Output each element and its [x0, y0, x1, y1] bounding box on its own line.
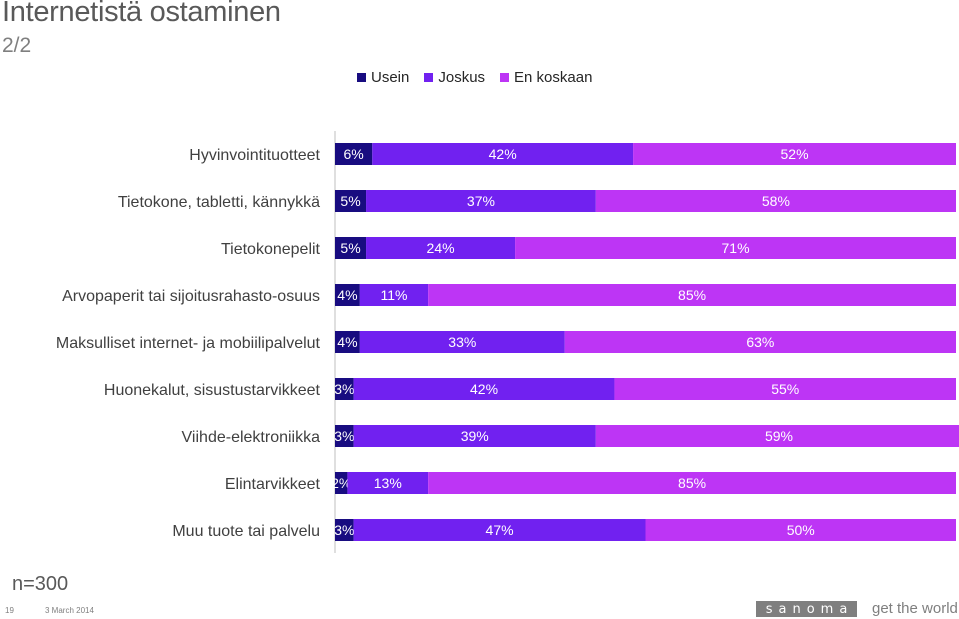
bar-segment-en-koskaan: [633, 143, 956, 165]
data-label-usein: 3%: [334, 381, 354, 397]
legend-swatch-en-koskaan: [500, 73, 510, 82]
bar-segment-usein: [335, 425, 354, 447]
bar-segment-usein: [335, 143, 373, 165]
data-label-usein: 3%: [334, 522, 354, 538]
legend-label-usein: Usein: [371, 69, 410, 86]
data-label-joskus: 42%: [489, 146, 517, 162]
data-label-joskus: 13%: [374, 475, 402, 491]
category-label: Hyvinvointituotteet: [189, 147, 320, 164]
bar-segment-joskus: [359, 331, 565, 353]
data-label-en-koskaan: 59%: [765, 428, 793, 444]
bar-segment-usein: [335, 472, 348, 494]
data-label-usein: 5%: [340, 193, 360, 209]
bar-segment-usein: [335, 331, 360, 353]
bar-segment-joskus: [353, 425, 596, 447]
data-label-joskus: 33%: [448, 334, 476, 350]
bar-segment-en-koskaan: [645, 519, 956, 541]
page-subtitle: 2/2: [2, 34, 32, 57]
bar-segment-en-koskaan: [428, 284, 956, 306]
category-label: Huonekalut, sisustustarvikkeet: [104, 382, 321, 399]
bar-segment-joskus: [353, 378, 615, 400]
category-label: Arvopaperit tai sijoitusrahasto-osuus: [62, 288, 320, 305]
bar-segment-usein: [335, 284, 360, 306]
footer-date: 3 March 2014: [45, 606, 94, 615]
category-label: Tietokone, tabletti, kännykkä: [118, 194, 320, 211]
data-label-en-koskaan: 58%: [762, 193, 790, 209]
data-label-usein: 4%: [337, 334, 357, 350]
data-label-usein: 3%: [334, 428, 354, 444]
data-label-usein: 6%: [344, 146, 364, 162]
bar-segment-en-koskaan: [564, 331, 956, 353]
data-label-en-koskaan: 71%: [722, 240, 750, 256]
data-label-usein: 5%: [340, 240, 360, 256]
category-label: Elintarvikkeet: [225, 476, 321, 493]
page-number: 19: [5, 606, 14, 615]
data-label-en-koskaan: 85%: [678, 475, 706, 491]
bar-segment-en-koskaan: [515, 237, 956, 259]
bar-segment-usein: [335, 378, 354, 400]
bar-segment-joskus: [372, 143, 634, 165]
bar-segment-en-koskaan: [595, 190, 956, 212]
data-label-joskus: 11%: [381, 287, 408, 303]
legend-item-joskus: Joskus: [424, 69, 485, 86]
bar-segment-en-koskaan: [428, 472, 956, 494]
legend-swatch-usein: [357, 73, 366, 82]
logo-text: sanoma: [765, 601, 854, 617]
data-label-joskus: 37%: [467, 193, 495, 209]
legend-swatch-joskus: [424, 73, 434, 82]
bar-segment-usein: [335, 519, 354, 541]
legend-label-joskus: Joskus: [438, 69, 486, 86]
data-label-en-koskaan: 50%: [787, 522, 815, 538]
bar-segment-usein: [335, 190, 367, 212]
bar-segment-joskus: [366, 190, 596, 212]
category-label: Viihde-elektroniikka: [182, 429, 321, 446]
page-title: Internetistä ostaminen: [2, 0, 281, 28]
legend-label-en-koskaan: En koskaan: [514, 69, 593, 86]
data-label-en-koskaan: 63%: [746, 334, 774, 350]
data-label-joskus: 47%: [486, 522, 514, 538]
bar-segment-joskus: [359, 284, 429, 306]
data-label-joskus: 39%: [461, 428, 489, 444]
sample-size: n=300: [12, 573, 69, 595]
category-label: Muu tuote tai palvelu: [172, 523, 320, 540]
category-label: Maksulliset internet- ja mobiilipalvelut: [56, 335, 321, 352]
data-label-joskus: 24%: [427, 240, 455, 256]
bar-segment-en-koskaan: [614, 378, 956, 400]
bar-segment-usein: [335, 237, 367, 259]
sanoma-logo: sanoma: [756, 601, 857, 617]
stacked-bar-chart: Hyvinvointituotteet 6% 42% 52% Tietokone, ta…: [56, 131, 959, 553]
chart-legend: Usein Joskus En koskaan: [357, 69, 607, 86]
tagline: get the world: [872, 600, 958, 617]
bar-segment-joskus: [366, 237, 516, 259]
bar-segment-joskus: [353, 519, 646, 541]
data-label-en-koskaan: 85%: [678, 287, 706, 303]
bar-segment-en-koskaan: [595, 425, 959, 447]
category-label: Tietokonepelit: [221, 241, 321, 258]
legend-item-en-koskaan: En koskaan: [500, 69, 592, 86]
bar-segment-joskus: [347, 472, 429, 494]
data-label-usein: 4%: [337, 287, 357, 303]
data-label-joskus: 42%: [470, 381, 498, 397]
data-label-usein: 2%: [331, 475, 351, 491]
data-label-en-koskaan: 52%: [781, 146, 809, 162]
legend-item-usein: Usein: [357, 69, 409, 86]
data-label-en-koskaan: 55%: [771, 381, 799, 397]
